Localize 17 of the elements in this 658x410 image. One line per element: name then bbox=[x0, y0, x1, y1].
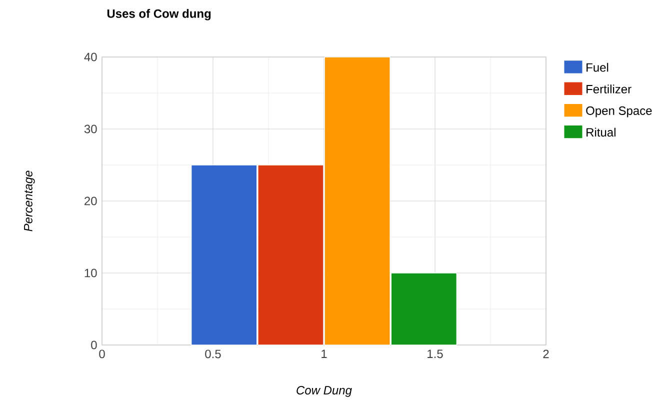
x-tick-label: 2 bbox=[543, 350, 549, 358]
legend-label: Ritual bbox=[586, 128, 616, 137]
chart-title: Uses of Cow dung bbox=[107, 9, 211, 20]
legend-label: Fuel bbox=[586, 62, 608, 72]
x-tick-label: 1 bbox=[322, 350, 327, 358]
x-tick-label: 0 bbox=[99, 350, 105, 358]
y-tick-label: 30 bbox=[84, 124, 97, 134]
legend-label: Open Space bbox=[586, 106, 652, 118]
y-axis-title: Percentage bbox=[24, 170, 35, 232]
y-tick-label: 10 bbox=[84, 268, 97, 278]
y-tick-label: 20 bbox=[84, 196, 97, 206]
y-tick-label: 40 bbox=[84, 52, 97, 62]
y-tick-label: 0 bbox=[91, 340, 97, 350]
legend-label: Fertilizer bbox=[586, 84, 632, 94]
x-tick-label: 0.5 bbox=[205, 350, 221, 358]
x-axis-title: Cow Dung bbox=[296, 386, 352, 397]
x-tick-label: 1.5 bbox=[428, 350, 443, 358]
